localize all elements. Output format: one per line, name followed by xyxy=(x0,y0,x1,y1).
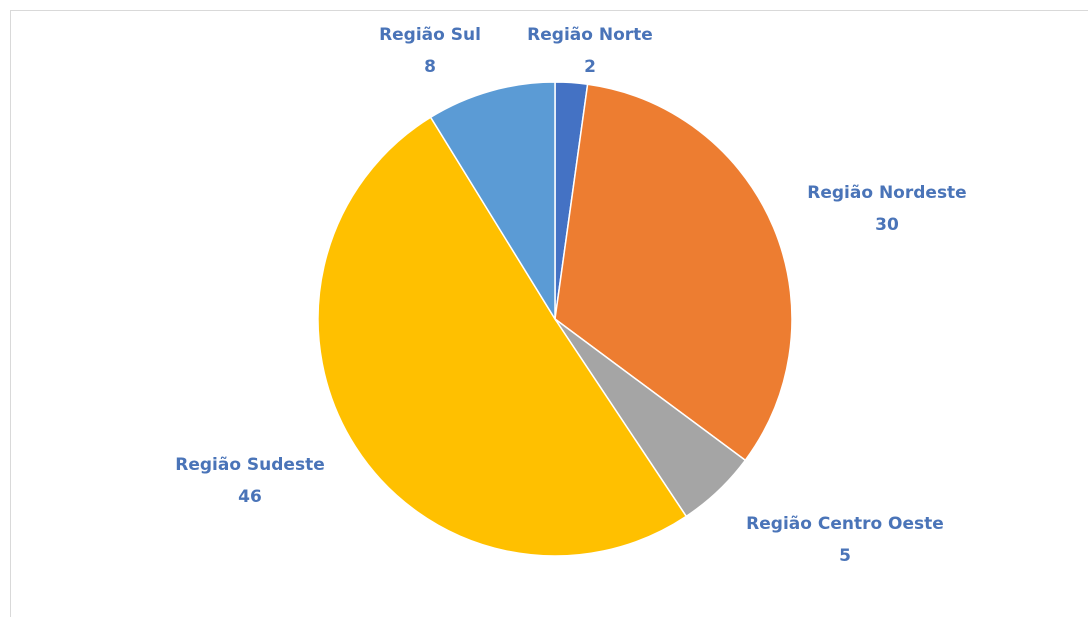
slice-value: 2 xyxy=(584,57,596,77)
slice-value: 8 xyxy=(424,57,436,77)
pie-slice xyxy=(554,83,793,462)
slice-label: Região Centro Oeste xyxy=(746,514,944,534)
slice-label: Região Nordeste xyxy=(807,183,966,203)
pie-slice xyxy=(317,116,688,557)
slice-label: Região Sudeste xyxy=(175,455,325,475)
pie-slice xyxy=(429,81,556,322)
slice-value: 30 xyxy=(875,215,899,235)
slice-value: 46 xyxy=(238,487,262,507)
slice-label: Região Sul xyxy=(379,25,481,45)
slice-label: Região Norte xyxy=(527,25,653,45)
chart-frame xyxy=(10,10,1088,617)
slice-value: 5 xyxy=(839,546,851,566)
